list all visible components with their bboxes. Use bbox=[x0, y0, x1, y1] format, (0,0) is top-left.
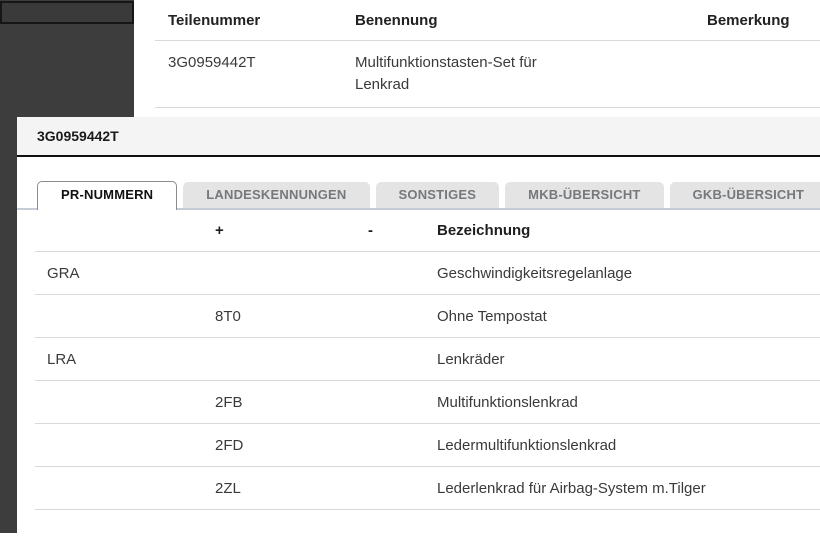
pr-header-plus: + bbox=[215, 222, 224, 239]
pr-family-code bbox=[47, 295, 215, 338]
tab-sonstiges[interactable]: SONSTIGES bbox=[375, 182, 500, 208]
pr-header-minus: - bbox=[368, 222, 373, 239]
background-selected-cell bbox=[0, 1, 134, 24]
parts-list-panel: Teilenummer Benennung Bemerkung 3G095944… bbox=[134, 0, 820, 117]
pr-minus-code bbox=[368, 381, 437, 424]
pr-plus-code: 2ZL bbox=[215, 480, 241, 497]
column-header-teilenummer: Teilenummer bbox=[168, 12, 261, 29]
pr-plus-code: 8T0 bbox=[215, 308, 241, 325]
pr-plus-code bbox=[215, 252, 368, 295]
tab-mkb-uebersicht[interactable]: MKB-ÜBERSICHT bbox=[505, 182, 664, 208]
table-row[interactable]: 8T0 Ohne Tempostat bbox=[35, 295, 820, 338]
table-row[interactable]: LRA Lenkräder bbox=[35, 338, 820, 381]
pr-table-header-row: + - Bezeichnung bbox=[35, 210, 820, 252]
table-row[interactable]: 2FD Ledermultifunktionslenkrad bbox=[35, 424, 820, 467]
tab-landeskennungen[interactable]: LANDESKENNUNGEN bbox=[183, 182, 370, 208]
pr-header-bezeichnung: Bezeichnung bbox=[437, 222, 531, 239]
part-remark-cell bbox=[707, 52, 820, 107]
table-row[interactable]: 2ZL Lederlenkrad für Airbag-System m.Til… bbox=[35, 467, 820, 510]
pr-plus-code: 2FB bbox=[215, 394, 243, 411]
part-detail-dialog: 3G0959442T PR-NUMMERN LANDESKENNUNGEN SO… bbox=[17, 117, 820, 540]
parts-list-row[interactable]: 3G0959442T Multifunktionstasten-Set für … bbox=[155, 41, 820, 108]
background-overlay-top bbox=[0, 0, 134, 117]
pr-minus-code bbox=[368, 424, 437, 467]
pr-family-code: GRA bbox=[47, 265, 80, 282]
pr-minus-code bbox=[368, 295, 437, 338]
column-header-benennung: Benennung bbox=[355, 12, 438, 29]
pr-family-code bbox=[47, 381, 215, 424]
dialog-title: 3G0959442T bbox=[17, 117, 820, 157]
table-row[interactable]: 2FB Multifunktionslenkrad bbox=[35, 381, 820, 424]
part-number-cell[interactable]: 3G0959442T bbox=[168, 54, 256, 71]
pr-plus-code bbox=[215, 338, 368, 381]
pr-description: Lenkräder bbox=[437, 351, 505, 368]
background-overlay-left bbox=[0, 117, 17, 533]
tab-gkb-uebersicht[interactable]: GKB-ÜBERSICHT bbox=[669, 182, 820, 208]
parts-list-header-row: Teilenummer Benennung Bemerkung bbox=[155, 0, 820, 41]
pr-family-code: LRA bbox=[47, 351, 77, 368]
pr-plus-code: 2FD bbox=[215, 437, 244, 454]
pr-description: Geschwindigkeitsregelanlage bbox=[437, 265, 633, 282]
pr-description: Lederlenkrad für Airbag-System m.Tilger bbox=[437, 480, 706, 497]
pr-minus-code bbox=[368, 338, 437, 381]
part-name-cell: Multifunktionstasten-Set für Lenkrad bbox=[355, 54, 537, 93]
pr-description: Ohne Tempostat bbox=[437, 308, 547, 325]
pr-minus-code bbox=[368, 252, 437, 295]
pr-family-code bbox=[47, 467, 215, 510]
column-header-bemerkung: Bemerkung bbox=[707, 12, 790, 29]
pr-description: Multifunktionslenkrad bbox=[437, 394, 578, 411]
pr-family-code bbox=[47, 424, 215, 467]
pr-header-code bbox=[47, 210, 215, 252]
pr-number-table: + - Bezeichnung GRA Geschwindigkeitsrege… bbox=[17, 210, 820, 510]
tab-pr-nummern[interactable]: PR-NUMMERN bbox=[37, 181, 178, 210]
table-row[interactable]: GRA Geschwindigkeitsregelanlage bbox=[35, 252, 820, 295]
tab-bar: PR-NUMMERN LANDESKENNUNGEN SONSTIGES MKB… bbox=[17, 181, 820, 210]
pr-minus-code bbox=[368, 467, 437, 510]
pr-description: Ledermultifunktionslenkrad bbox=[437, 437, 617, 454]
